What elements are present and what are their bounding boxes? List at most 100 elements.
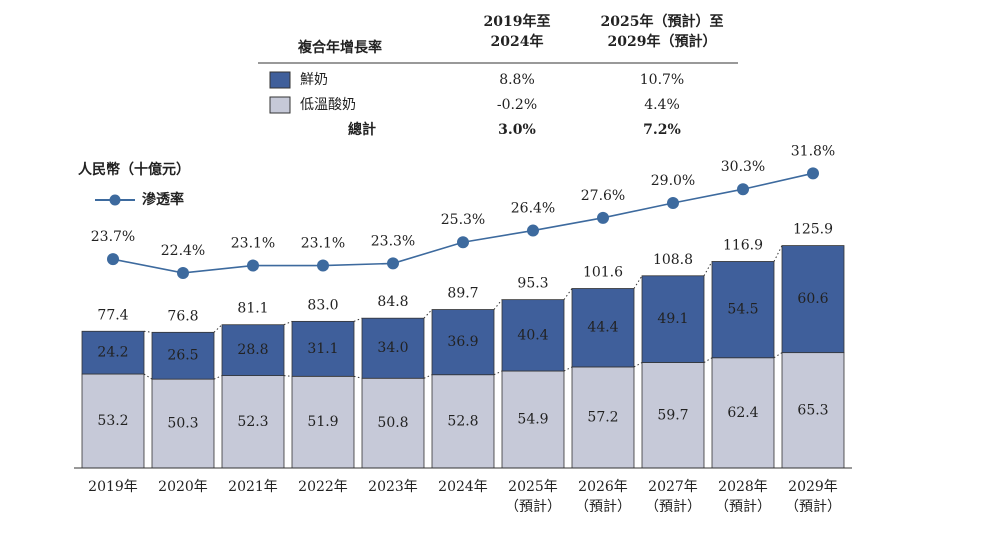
- rate-label: 22.4%: [161, 243, 205, 259]
- connector: [213, 324, 223, 333]
- legend-marker: [109, 194, 121, 206]
- total-label: 108.8: [653, 252, 693, 268]
- table-column-header: 2025年（預計）至 2029年（預計）: [601, 13, 724, 50]
- total-label: 77.4: [97, 307, 128, 323]
- connector: [353, 317, 363, 322]
- rate-marker: [667, 197, 679, 209]
- connector: [633, 362, 643, 368]
- bar: [431, 309, 495, 376]
- connector: [213, 375, 223, 380]
- table-total: 7.2%: [643, 122, 681, 138]
- table-title: 複合年增長率: [297, 39, 382, 56]
- connector: [773, 245, 783, 262]
- rate-label: 25.3%: [441, 212, 485, 228]
- rate-label: 30.3%: [721, 159, 765, 175]
- rate-label: 23.7%: [91, 229, 135, 245]
- connector: [423, 374, 433, 379]
- data-label: 28.8: [237, 342, 268, 358]
- x-tick-label: 2027年（預計）: [645, 479, 701, 515]
- bar: [151, 378, 215, 469]
- x-tick-label: 2023年: [368, 479, 418, 495]
- bar: [501, 299, 565, 372]
- rate-label: 31.8%: [791, 143, 835, 159]
- x-tick-label: 2022年: [298, 479, 348, 495]
- connector: [563, 366, 573, 372]
- x-tick-label: 2026年（預計）: [575, 479, 631, 515]
- total-label: 84.8: [377, 294, 408, 310]
- data-label: 36.9: [447, 334, 478, 350]
- rate-label: 23.1%: [231, 236, 275, 252]
- connector: [143, 373, 153, 380]
- x-tick-label: 2021年: [228, 479, 278, 495]
- total-label: 116.9: [723, 237, 763, 253]
- connector: [773, 352, 783, 359]
- rate-label: 26.4%: [511, 201, 555, 217]
- rate-marker: [317, 259, 329, 272]
- bar: [361, 377, 425, 469]
- rate-label: 23.1%: [301, 236, 345, 252]
- total-label: 125.9: [793, 222, 833, 238]
- table-cell: -0.2%: [497, 97, 537, 113]
- data-label: 53.2: [97, 413, 128, 429]
- connector: [423, 309, 433, 319]
- total-label: 83.0: [307, 297, 338, 313]
- data-label: 62.4: [727, 405, 758, 421]
- data-label: 51.9: [307, 414, 338, 430]
- legend-label: 滲透率: [142, 191, 184, 208]
- table-cell: 4.4%: [644, 97, 680, 113]
- rate-marker: [177, 266, 189, 279]
- data-label: 65.3: [797, 402, 828, 418]
- x-tick-label: 2025年（預計）: [505, 479, 561, 515]
- x-tick-label: 2019年: [88, 479, 138, 495]
- rate-marker: [457, 236, 469, 249]
- connector: [493, 370, 503, 376]
- connector: [283, 375, 293, 377]
- bar: [291, 375, 355, 469]
- data-label: 54.9: [517, 412, 548, 428]
- bar: [571, 366, 635, 469]
- connector: [283, 320, 293, 326]
- connector: [633, 275, 643, 289]
- rate-label: 29.0%: [651, 173, 695, 189]
- data-label: 49.1: [657, 311, 688, 327]
- rate-marker: [527, 224, 539, 237]
- rate-marker: [597, 211, 609, 224]
- data-label: 26.5: [167, 348, 198, 364]
- bar: [571, 288, 635, 368]
- y-axis-label: 人民幣（十億元）: [78, 161, 190, 178]
- connector: [493, 299, 503, 310]
- legend-label: 低溫酸奶: [300, 97, 356, 113]
- total-label: 95.3: [517, 276, 548, 292]
- connector: [703, 261, 713, 277]
- bar: [291, 320, 355, 377]
- total-label: 81.1: [237, 301, 268, 317]
- rate-label: 23.3%: [371, 233, 415, 249]
- table-column-header: 2019年至 2024年: [484, 13, 551, 50]
- data-label: 54.5: [727, 302, 758, 318]
- rate-marker: [387, 257, 399, 270]
- total-label: 101.6: [583, 265, 623, 281]
- total-label: 89.7: [447, 286, 478, 302]
- bar: [431, 374, 495, 469]
- rate-label: 27.6%: [581, 188, 625, 204]
- data-label: 24.2: [97, 345, 128, 361]
- rate-marker: [247, 259, 259, 272]
- bar: [711, 357, 775, 469]
- data-label: 44.4: [587, 320, 618, 336]
- legend-swatch: [269, 96, 291, 114]
- connector: [703, 357, 713, 363]
- table-cell: 8.8%: [499, 72, 535, 88]
- bar: [81, 330, 145, 375]
- connector: [563, 288, 573, 300]
- bar: [501, 370, 565, 469]
- data-label: 57.2: [587, 409, 618, 425]
- bar: [81, 373, 145, 469]
- bar: [781, 352, 845, 469]
- legend-swatch: [269, 71, 291, 89]
- x-tick-label: 2029年（預計）: [785, 479, 841, 515]
- bar: [221, 324, 285, 377]
- data-label: 52.8: [447, 413, 478, 429]
- x-tick-label: 2028年（預計）: [715, 479, 771, 515]
- connector: [353, 375, 363, 379]
